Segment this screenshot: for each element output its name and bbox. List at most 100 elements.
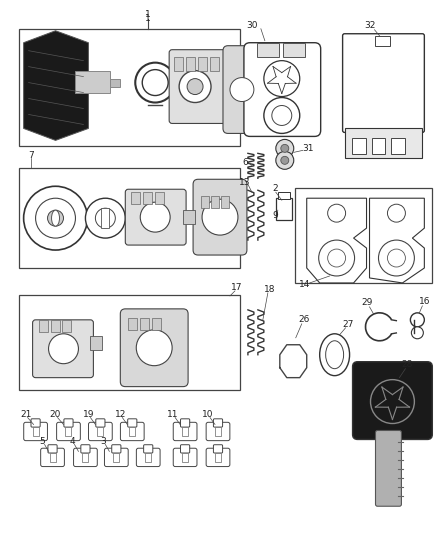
Bar xyxy=(371,139,385,155)
Text: 19: 19 xyxy=(83,410,94,419)
Circle shape xyxy=(319,240,355,276)
FancyBboxPatch shape xyxy=(120,309,188,386)
FancyBboxPatch shape xyxy=(144,445,153,453)
Bar xyxy=(374,36,390,46)
Polygon shape xyxy=(370,198,424,283)
Bar xyxy=(113,453,119,462)
Text: 13: 13 xyxy=(239,178,251,187)
Bar xyxy=(143,192,152,204)
Text: 26: 26 xyxy=(298,316,309,324)
Circle shape xyxy=(48,210,64,226)
Text: 10: 10 xyxy=(202,410,214,419)
Polygon shape xyxy=(307,198,367,283)
FancyBboxPatch shape xyxy=(169,50,235,124)
Text: 17: 17 xyxy=(231,284,243,293)
Circle shape xyxy=(136,330,172,366)
FancyBboxPatch shape xyxy=(180,419,190,427)
Circle shape xyxy=(95,208,115,228)
FancyBboxPatch shape xyxy=(136,448,160,466)
Circle shape xyxy=(410,313,424,327)
FancyBboxPatch shape xyxy=(213,419,223,427)
Bar xyxy=(352,139,366,155)
Circle shape xyxy=(264,98,300,133)
Bar xyxy=(131,192,140,204)
Text: 6: 6 xyxy=(242,158,248,167)
Bar xyxy=(183,210,195,224)
Text: 29: 29 xyxy=(362,298,373,308)
Text: 11: 11 xyxy=(167,410,179,419)
Ellipse shape xyxy=(52,210,60,226)
FancyBboxPatch shape xyxy=(81,445,90,453)
Bar xyxy=(19,295,240,390)
FancyBboxPatch shape xyxy=(173,448,197,466)
Circle shape xyxy=(328,249,346,267)
Bar xyxy=(101,208,110,228)
Bar xyxy=(39,320,48,332)
FancyBboxPatch shape xyxy=(32,320,93,378)
FancyBboxPatch shape xyxy=(223,46,261,133)
Circle shape xyxy=(264,61,300,96)
Bar xyxy=(152,318,161,330)
Bar xyxy=(295,188,432,283)
FancyBboxPatch shape xyxy=(193,179,247,255)
Circle shape xyxy=(187,78,203,94)
Bar xyxy=(66,427,71,436)
Bar xyxy=(63,320,71,332)
Circle shape xyxy=(378,240,414,276)
FancyBboxPatch shape xyxy=(125,189,186,245)
Bar xyxy=(155,192,164,204)
FancyBboxPatch shape xyxy=(88,422,112,441)
Circle shape xyxy=(281,156,289,164)
FancyBboxPatch shape xyxy=(206,448,230,466)
Circle shape xyxy=(85,198,125,238)
FancyBboxPatch shape xyxy=(48,445,57,453)
Circle shape xyxy=(140,202,170,232)
Bar xyxy=(19,168,240,268)
Bar xyxy=(174,56,183,71)
Text: 30: 30 xyxy=(246,21,258,30)
Text: 3: 3 xyxy=(100,437,106,446)
Bar xyxy=(32,427,39,436)
FancyBboxPatch shape xyxy=(105,448,128,466)
Circle shape xyxy=(179,71,211,102)
Circle shape xyxy=(272,106,292,125)
Bar xyxy=(50,320,60,332)
Bar xyxy=(257,43,279,56)
Text: 7: 7 xyxy=(28,151,33,160)
FancyBboxPatch shape xyxy=(353,362,432,439)
FancyBboxPatch shape xyxy=(206,422,230,441)
Bar xyxy=(186,56,195,71)
Bar xyxy=(198,56,207,71)
Bar xyxy=(129,427,135,436)
Bar xyxy=(145,453,151,462)
Circle shape xyxy=(49,334,78,364)
Text: 1: 1 xyxy=(145,14,151,23)
Circle shape xyxy=(202,199,238,235)
Circle shape xyxy=(411,327,424,339)
Ellipse shape xyxy=(320,334,350,376)
Bar xyxy=(221,196,229,208)
Circle shape xyxy=(281,144,289,152)
Circle shape xyxy=(24,186,88,250)
FancyBboxPatch shape xyxy=(345,128,422,158)
Circle shape xyxy=(276,140,294,157)
Circle shape xyxy=(142,70,168,95)
Bar xyxy=(82,453,88,462)
FancyBboxPatch shape xyxy=(24,422,47,441)
FancyBboxPatch shape xyxy=(120,422,144,441)
FancyBboxPatch shape xyxy=(96,419,105,427)
Circle shape xyxy=(371,379,414,424)
Bar xyxy=(392,139,406,155)
Bar xyxy=(182,453,188,462)
Bar xyxy=(90,336,102,350)
Bar xyxy=(19,29,240,147)
Polygon shape xyxy=(24,31,88,140)
Bar xyxy=(182,427,188,436)
Bar xyxy=(211,196,219,208)
FancyBboxPatch shape xyxy=(244,43,321,136)
Text: 5: 5 xyxy=(40,437,46,446)
Bar xyxy=(215,427,221,436)
Circle shape xyxy=(388,249,406,267)
Circle shape xyxy=(135,63,175,102)
Text: 28: 28 xyxy=(402,360,413,369)
